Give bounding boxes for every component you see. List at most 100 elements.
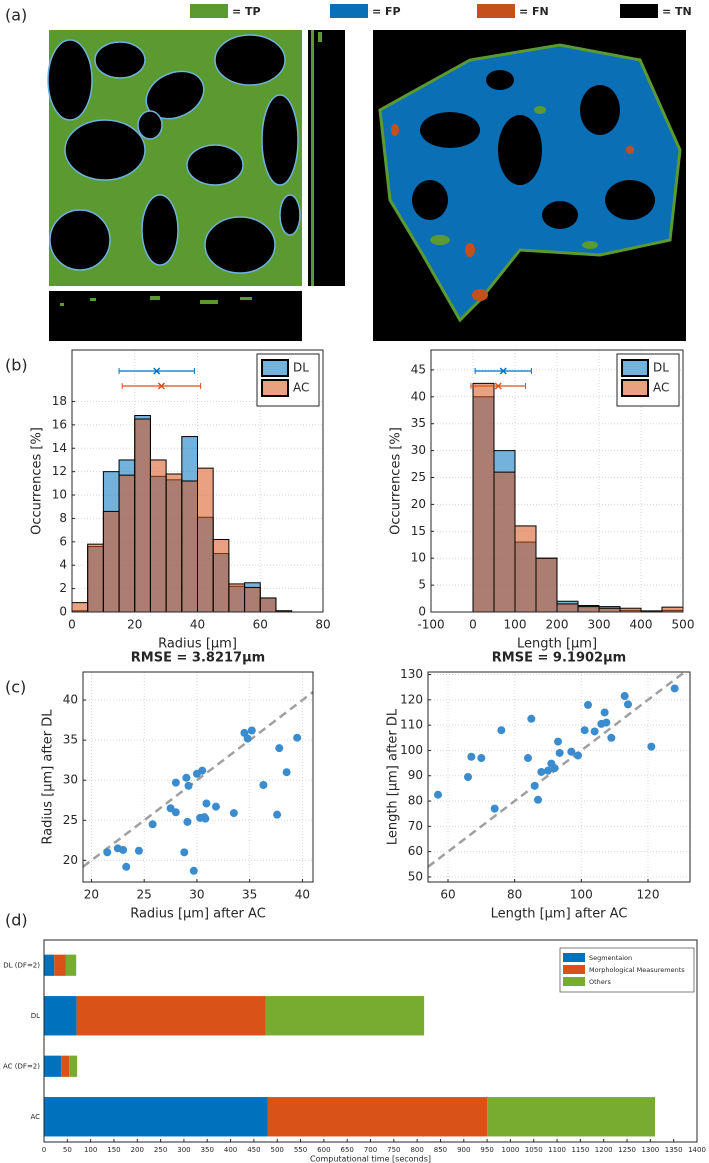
- y-tick-label: 4: [59, 558, 67, 572]
- histogram-bar: [87, 543, 104, 613]
- scatter-point: [620, 692, 629, 701]
- bar-segment: [44, 996, 77, 1036]
- y-tick-label: 35: [411, 416, 426, 430]
- scatter-point: [647, 742, 656, 751]
- histogram-bar: [259, 597, 277, 613]
- x-tick-label: 0: [68, 618, 76, 632]
- x-tick-label: 60: [440, 888, 455, 902]
- x-tick-label: 500: [271, 1146, 284, 1154]
- axes-frame: [430, 349, 684, 613]
- y-tick-label: 5: [418, 578, 426, 592]
- legend-label: = TN: [662, 5, 692, 18]
- y-tick-label: 20: [411, 497, 426, 511]
- y-tick-label: 40: [63, 693, 78, 707]
- scatter-point: [171, 808, 180, 817]
- legend-swatch: [621, 359, 649, 377]
- y-tick-label: 25: [63, 813, 78, 827]
- y-axis-label: Length [μm] after DL: [386, 708, 401, 845]
- x-tick-label: 600: [317, 1146, 330, 1154]
- scatter-point: [590, 727, 599, 736]
- y-tick-label: DL: [31, 1012, 40, 1020]
- scatter-point: [555, 748, 564, 757]
- legend-label: Others: [589, 978, 611, 986]
- scatter-point: [119, 845, 128, 854]
- bar-segment: [65, 954, 77, 976]
- legend-swatch: [621, 379, 649, 397]
- y-axis-label: Occurrences [%]: [389, 427, 404, 535]
- x-tick-label: 800: [410, 1146, 423, 1154]
- scatter-point: [183, 817, 192, 826]
- scatter-point: [464, 773, 472, 781]
- mean-marker: [153, 367, 161, 375]
- y-tick-label: 15: [411, 524, 426, 538]
- x-tick-label: 1300: [641, 1146, 659, 1154]
- bar-segment: [44, 1055, 62, 1077]
- scatter-point: [122, 862, 131, 871]
- bar-segment: [76, 996, 266, 1036]
- y-tick-label: 16: [52, 417, 67, 431]
- legend-swatch: [620, 4, 658, 18]
- x-tick-label: 1400: [688, 1146, 706, 1154]
- x-tick-label: 40: [295, 888, 310, 902]
- scatter-point: [189, 866, 198, 875]
- legend-swatch: [477, 4, 515, 18]
- x-tick-label: 100: [570, 888, 593, 902]
- x-tick-label: 50: [63, 1146, 72, 1154]
- scatter-point: [527, 714, 536, 723]
- y-tick-label: 10: [52, 488, 67, 502]
- scatter-point: [247, 726, 256, 735]
- y-tick-label: 50: [408, 869, 423, 883]
- scatter-point: [624, 700, 632, 709]
- histogram-bar: [212, 538, 230, 613]
- axes-frame: [427, 671, 691, 883]
- y-tick-label: 45: [411, 362, 426, 376]
- scatter-point: [544, 766, 552, 775]
- bar-segment: [44, 954, 55, 976]
- scatter-point: [600, 708, 609, 717]
- bar-segment: [54, 954, 66, 976]
- chart-title: RMSE = 3.8217μm: [131, 651, 265, 666]
- scatter-point: [567, 747, 576, 756]
- x-tick-label: 450: [247, 1146, 260, 1154]
- x-tick-label: 300: [588, 618, 611, 632]
- legend-swatch: [261, 379, 289, 397]
- histogram-bar: [165, 473, 183, 613]
- scatter-point: [584, 700, 592, 709]
- x-tick-label: 300: [177, 1146, 190, 1154]
- 3d-segmentation-image: [373, 30, 686, 341]
- scatter-point: [524, 754, 532, 763]
- scatter-point: [477, 754, 486, 763]
- y-axis-label: Occurrences [%]: [30, 427, 45, 535]
- panel-label: (b): [5, 356, 28, 375]
- scatter-point: [103, 848, 112, 857]
- bottom-image: [49, 291, 302, 341]
- histogram-bar: [577, 606, 600, 613]
- y-tick-label: 25: [411, 470, 426, 484]
- scatter-point: [467, 752, 476, 761]
- x-tick-label: 900: [457, 1146, 470, 1154]
- y-tick-label: 0: [418, 605, 426, 619]
- legend-label: Segmentaion: [589, 954, 632, 962]
- scatter-point: [534, 795, 542, 804]
- scatter-point: [554, 737, 562, 746]
- scatter-point: [229, 809, 238, 818]
- y-tick-label: 14: [52, 441, 67, 455]
- legend-label: = TP: [232, 5, 261, 18]
- histogram-bar: [556, 603, 579, 613]
- y-tick-label: 12: [52, 464, 67, 478]
- legend-swatch: [563, 977, 585, 986]
- scatter-point: [198, 766, 207, 775]
- scatter-point: [201, 814, 210, 823]
- x-tick-label: 400: [630, 618, 653, 632]
- y-tick-label: 30: [63, 773, 78, 787]
- y-axis-label: Radius [μm] after DL: [41, 709, 56, 845]
- chart-title: RMSE = 9.1902μm: [492, 651, 626, 666]
- histogram-bar: [661, 606, 684, 613]
- y-tick-label: 0: [59, 605, 67, 619]
- legend-label: DL: [293, 361, 309, 375]
- x-tick-label: 250: [154, 1146, 167, 1154]
- scatter-point: [574, 751, 582, 760]
- y-tick-label: 40: [411, 389, 426, 403]
- scatter-point: [211, 802, 220, 811]
- histogram-bar: [493, 471, 516, 613]
